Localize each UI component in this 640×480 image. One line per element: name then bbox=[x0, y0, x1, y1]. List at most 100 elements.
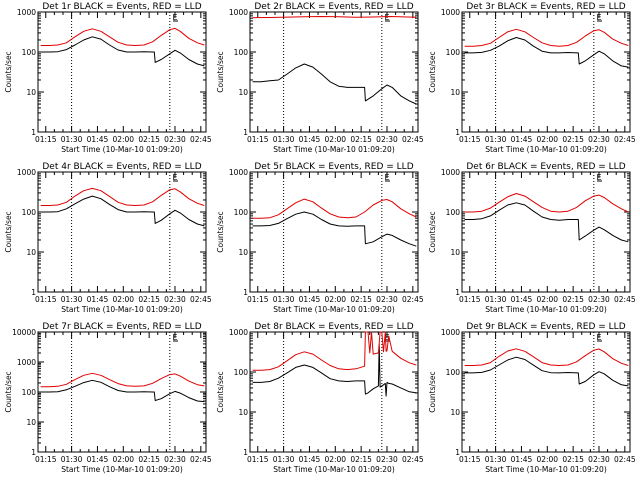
y-tick-label: 1 bbox=[455, 448, 460, 457]
chart-panel-8: Det 8r BLACK = Events, RED = LLD 1 10 100 10… bbox=[216, 322, 424, 474]
y-tick-label: 1000 bbox=[441, 328, 460, 337]
plot-frame bbox=[249, 11, 419, 133]
x-tick-label: 01:30 bbox=[273, 295, 295, 304]
x-tick-label: 02:45 bbox=[402, 455, 424, 464]
y-axis-label: Counts/sec bbox=[428, 211, 437, 252]
x-tick-label: 01:45 bbox=[511, 295, 533, 304]
series-line-events bbox=[464, 356, 629, 387]
chart-title: Det 4r BLACK = Events, RED = LLD bbox=[42, 162, 201, 172]
x-tick-label: 01:30 bbox=[485, 135, 507, 144]
x-tick-label: 02:00 bbox=[536, 455, 558, 464]
y-tick-label: 10 bbox=[26, 418, 36, 427]
series-line-events bbox=[464, 37, 629, 68]
y-tick-label: 10 bbox=[238, 88, 248, 97]
chart-panel-6: Det 6r BLACK = Events, RED = LLD 1 10 100 10… bbox=[428, 162, 636, 314]
y-tick-label: 10 bbox=[238, 248, 248, 257]
plot-frame bbox=[461, 171, 631, 293]
series-line-events bbox=[464, 202, 629, 243]
y-axis-label: Counts/sec bbox=[216, 51, 225, 92]
series-line-events bbox=[252, 211, 417, 247]
plot-frame bbox=[37, 11, 207, 133]
y-tick-label: 1 bbox=[243, 448, 248, 457]
y-tick-label: 100 bbox=[446, 208, 461, 217]
y-tick-label: 10 bbox=[450, 88, 460, 97]
x-tick-label: 02:00 bbox=[536, 135, 558, 144]
chart-title: Det 2r BLACK = Events, RED = LLD bbox=[254, 2, 413, 12]
x-tick-label: 02:15 bbox=[562, 295, 584, 304]
x-axis-label: Start Time (10-Mar-10 01:09:20) bbox=[485, 465, 607, 474]
x-tick-label: 01:45 bbox=[511, 455, 533, 464]
series-line-events bbox=[40, 36, 205, 67]
series-line-events bbox=[252, 343, 417, 397]
y-tick-label: 1000 bbox=[229, 8, 248, 17]
x-axis-label: Start Time (10-Mar-10 01:09:20) bbox=[61, 305, 183, 314]
x-tick-label: 01:30 bbox=[61, 295, 83, 304]
series-line-lld bbox=[40, 27, 205, 46]
x-tick-label: 02:30 bbox=[164, 135, 186, 144]
x-tick-label: 02:45 bbox=[614, 135, 636, 144]
x-tick-label: 02:00 bbox=[324, 455, 346, 464]
x-tick-label: 02:15 bbox=[138, 135, 160, 144]
y-axis-label: Counts/sec bbox=[4, 211, 13, 252]
y-tick-label: 100 bbox=[446, 48, 461, 57]
x-tick-label: 01:30 bbox=[61, 455, 83, 464]
x-tick-label: 01:30 bbox=[485, 455, 507, 464]
x-tick-label: 01:15 bbox=[459, 455, 481, 464]
x-tick-label: 01:15 bbox=[35, 455, 57, 464]
chart-panel-1: Det 1r BLACK = Events, RED = LLD 1 10 100 10… bbox=[4, 2, 212, 154]
event-marker-label: E bbox=[596, 173, 601, 182]
plot-frame bbox=[461, 11, 631, 133]
x-tick-label: 01:30 bbox=[273, 455, 295, 464]
x-tick-label: 02:30 bbox=[164, 455, 186, 464]
event-marker-label: E bbox=[172, 333, 177, 342]
x-axis-label: Start Time (10-Mar-10 01:09:20) bbox=[61, 145, 183, 154]
event-marker-label: E bbox=[172, 173, 177, 182]
x-tick-label: 01:30 bbox=[273, 135, 295, 144]
x-axis-label: Start Time (10-Mar-10 01:09:20) bbox=[61, 465, 183, 474]
y-axis-label: Counts/sec bbox=[428, 371, 437, 412]
x-tick-label: 02:45 bbox=[402, 135, 424, 144]
y-tick-label: 1 bbox=[31, 448, 36, 457]
y-tick-label: 10 bbox=[26, 248, 36, 257]
y-tick-label: 1000 bbox=[441, 168, 460, 177]
x-tick-label: 02:30 bbox=[588, 295, 610, 304]
y-tick-label: 10 bbox=[238, 408, 248, 417]
chart-title: Det 9r BLACK = Events, RED = LLD bbox=[466, 322, 625, 332]
x-tick-label: 01:15 bbox=[247, 455, 269, 464]
x-tick-label: 02:15 bbox=[138, 455, 160, 464]
x-tick-label: 01:45 bbox=[299, 295, 321, 304]
x-tick-label: 02:45 bbox=[190, 295, 212, 304]
plot-frame bbox=[249, 331, 419, 453]
x-tick-label: 02:15 bbox=[350, 135, 372, 144]
x-tick-label: 02:00 bbox=[112, 135, 134, 144]
y-tick-label: 100 bbox=[22, 208, 37, 217]
x-tick-label: 02:30 bbox=[376, 455, 398, 464]
x-axis-label: Start Time (10-Mar-10 01:09:20) bbox=[485, 305, 607, 314]
y-tick-label: 10 bbox=[26, 88, 36, 97]
x-tick-label: 01:15 bbox=[35, 295, 57, 304]
x-axis-label: Start Time (10-Mar-10 01:09:20) bbox=[273, 305, 395, 314]
series-line-lld bbox=[252, 331, 417, 371]
x-tick-label: 01:15 bbox=[35, 135, 57, 144]
event-marker-label: E bbox=[384, 173, 389, 182]
x-axis-label: Start Time (10-Mar-10 01:09:20) bbox=[273, 465, 395, 474]
x-tick-label: 01:30 bbox=[485, 295, 507, 304]
y-tick-label: 1000 bbox=[17, 358, 36, 367]
chart-panel-5: Det 5r BLACK = Events, RED = LLD 1 10 100 10… bbox=[216, 162, 424, 314]
y-tick-label: 100 bbox=[446, 368, 461, 377]
y-tick-label: 10 bbox=[450, 248, 460, 257]
x-tick-label: 02:45 bbox=[402, 295, 424, 304]
x-tick-label: 02:15 bbox=[350, 455, 372, 464]
x-tick-label: 02:15 bbox=[350, 295, 372, 304]
y-axis-label: Counts/sec bbox=[428, 51, 437, 92]
y-tick-label: 10000 bbox=[12, 328, 36, 337]
series-line-lld bbox=[464, 193, 629, 213]
series-line-events bbox=[40, 379, 205, 403]
series-line-lld bbox=[40, 187, 205, 206]
x-tick-label: 02:30 bbox=[588, 455, 610, 464]
x-tick-label: 02:45 bbox=[190, 135, 212, 144]
x-tick-label: 02:45 bbox=[190, 455, 212, 464]
chart-panel-3: Det 3r BLACK = Events, RED = LLD 1 10 100 10… bbox=[428, 2, 636, 154]
series-line-lld bbox=[252, 198, 417, 219]
y-tick-label: 1 bbox=[455, 288, 460, 297]
